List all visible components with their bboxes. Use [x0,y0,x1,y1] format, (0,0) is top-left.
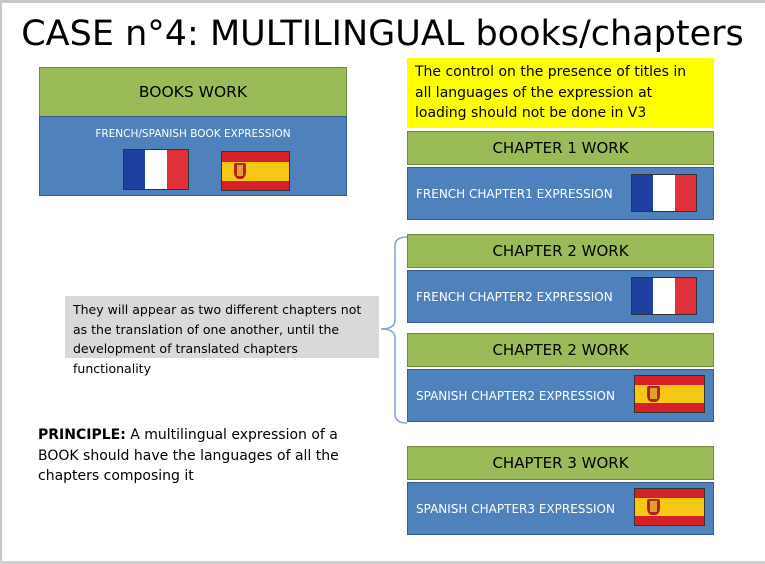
slide-border-top [0,0,765,3]
books-work-label: BOOKS WORK [138,83,248,101]
spain-flag-icon [634,375,705,413]
principle-heading: PRINCIPLE: [38,427,126,443]
grey-note: They will appear as two different chapte… [65,296,379,376]
spain-flag-icon [221,151,290,191]
chapter2-spanish-expression-box: SPANISH CHAPTER2 EXPRESSION [407,369,714,422]
chapter2-work-box: CHAPTER 2 WORK [407,234,714,268]
chapter3-work-box: CHAPTER 3 WORK [407,446,714,480]
chapter3-expression-label: SPANISH CHAPTER3 EXPRESSION [416,501,615,516]
slide-title: CASE n°4: MULTILINGUAL books/chapters [21,14,744,54]
chapter2-french-expression-label: FRENCH CHAPTER2 EXPRESSION [416,289,613,304]
france-flag-icon [631,174,697,212]
spain-flag-icon [634,488,705,526]
books-work-box: BOOKS WORK [39,67,347,117]
principle-text: PRINCIPLE: A multilingual expression of … [38,425,348,487]
chapter3-work-label: CHAPTER 3 WORK [492,454,629,472]
slide-border-bottom [0,561,765,564]
chapter1-expression-box: FRENCH CHAPTER1 EXPRESSION [407,167,714,220]
chapter2-spanish-expression-label: SPANISH CHAPTER2 EXPRESSION [416,388,615,403]
france-flag-icon [631,277,697,315]
chapter1-work-label: CHAPTER 1 WORK [492,139,629,157]
france-flag-icon [123,149,189,190]
chapter3-expression-box: SPANISH CHAPTER3 EXPRESSION [407,482,714,535]
chapter2-french-expression-box: FRENCH CHAPTER2 EXPRESSION [407,270,714,323]
chapter1-work-box: CHAPTER 1 WORK [407,131,714,165]
principle-body: A multilingual expression of a BOOK shou… [38,427,339,484]
book-expression-label: FRENCH/SPANISH BOOK EXPRESSION [95,128,291,140]
chapter2-work-label: CHAPTER 2 WORK [492,242,629,260]
chapter2b-work-label: CHAPTER 2 WORK [492,341,629,359]
slide-border-left [0,0,2,564]
yellow-note: The control on the presence of titles in… [407,58,714,128]
chapter2b-work-box: CHAPTER 2 WORK [407,333,714,367]
book-expression-box: FRENCH/SPANISH BOOK EXPRESSION [39,116,347,196]
curly-brace-connector [380,236,408,424]
chapter1-expression-label: FRENCH CHAPTER1 EXPRESSION [416,186,613,201]
